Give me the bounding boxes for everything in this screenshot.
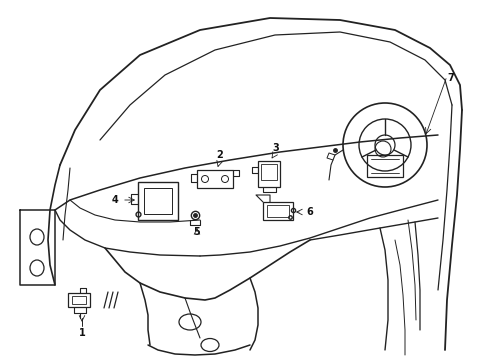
- Text: 4: 4: [111, 195, 118, 205]
- Bar: [144, 188, 172, 214]
- Bar: [138, 182, 178, 220]
- Bar: [267, 205, 289, 217]
- Bar: [68, 293, 90, 307]
- Text: 7: 7: [447, 73, 454, 83]
- Text: 1: 1: [78, 328, 85, 338]
- Text: 6: 6: [306, 207, 313, 217]
- Text: 3: 3: [272, 143, 279, 153]
- Bar: [263, 202, 293, 220]
- Bar: [258, 161, 280, 187]
- Bar: [197, 170, 233, 188]
- Text: 2: 2: [217, 150, 223, 160]
- Bar: [261, 164, 277, 180]
- Bar: [367, 155, 403, 177]
- Text: 5: 5: [194, 227, 200, 237]
- Bar: [72, 296, 86, 304]
